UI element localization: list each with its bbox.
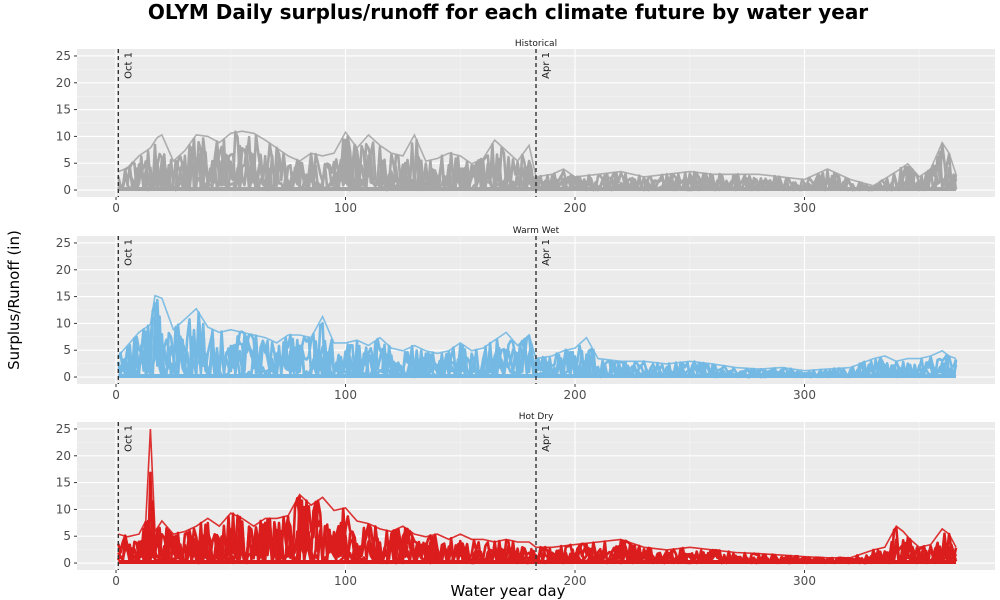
series-line: [117, 138, 958, 192]
x-tick-label: 100: [334, 574, 357, 588]
panel-strip-label: Historical: [515, 39, 557, 49]
y-tick-label: 0: [63, 183, 71, 197]
y-axis-title: Surplus/Runoff (in): [5, 230, 23, 370]
panel-hot-dry: Hot Dry 0 5 10 15 20 25 0 100 200 300 Oct 1 Apr 1: [56, 412, 995, 588]
y-tick-label: 0: [63, 556, 71, 570]
y-tick-label: 20: [56, 263, 71, 277]
reference-line-label: Oct 1: [123, 425, 134, 452]
y-tick-label: 25: [56, 49, 71, 63]
x-tick-label: 300: [793, 388, 816, 402]
series-peak-line: [118, 428, 957, 559]
y-tick-label: 25: [56, 236, 71, 250]
panel-strip-label: Warm Wet: [513, 226, 560, 236]
panel-historical: Historical 0 5 10 15 20 25 0 100 200 300 Oct 1 Apr 1: [56, 39, 995, 215]
series-peak-line: [118, 130, 957, 187]
reference-line-label: Oct 1: [123, 52, 134, 79]
reference-line-label: Apr 1: [541, 425, 552, 452]
y-tick-label: 5: [63, 343, 71, 357]
x-tick-label: 300: [793, 574, 816, 588]
y-tick-label: 15: [56, 476, 71, 490]
reference-line-label: Apr 1: [541, 52, 552, 79]
x-tick-label: 0: [112, 388, 120, 402]
x-tick-label: 100: [334, 388, 357, 402]
y-tick-label: 15: [56, 290, 71, 304]
reference-line-label: Apr 1: [541, 239, 552, 266]
y-tick-label: 20: [56, 76, 71, 90]
series-peak-line: [117, 294, 957, 372]
panel-strip-label: Hot Dry: [519, 412, 554, 422]
y-tick-label: 25: [56, 422, 71, 436]
y-tick-label: 10: [56, 129, 71, 143]
x-tick-label: 200: [564, 388, 587, 402]
y-tick-label: 5: [63, 156, 71, 170]
y-tick-label: 20: [56, 449, 71, 463]
x-axis-title: Water year day: [451, 582, 566, 600]
reference-line-label: Oct 1: [123, 239, 134, 266]
y-tick-label: 10: [56, 502, 71, 516]
x-tick-label: 100: [334, 201, 357, 215]
panel-warm-wet: Warm Wet 0 5 10 15 20 25 0 100 200 300 Oct 1 Apr 1: [56, 226, 995, 402]
y-tick-label: 0: [63, 370, 71, 384]
chart-title: OLYM Daily surplus/runoff for each clima…: [148, 0, 868, 24]
y-tick-label: 15: [56, 103, 71, 117]
x-tick-label: 0: [112, 574, 120, 588]
x-tick-label: 300: [793, 201, 816, 215]
x-tick-label: 200: [564, 574, 587, 588]
x-tick-label: 0: [112, 201, 120, 215]
y-tick-label: 10: [56, 316, 71, 330]
x-tick-label: 200: [564, 201, 587, 215]
y-tick-label: 5: [63, 529, 71, 543]
